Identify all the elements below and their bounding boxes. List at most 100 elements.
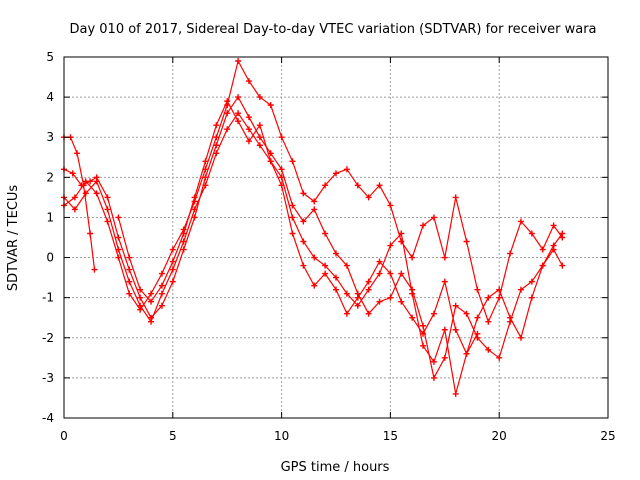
y-tick-label: 1 [46, 210, 54, 224]
chart-title: Day 010 of 2017, Sidereal Day-to-day VTE… [69, 22, 596, 37]
data-point [559, 234, 566, 241]
data-point [213, 122, 220, 129]
data-point [82, 190, 89, 197]
data-point [126, 290, 133, 297]
data-point [191, 194, 198, 201]
grid-lines [64, 57, 608, 418]
data-point [224, 110, 231, 117]
data-point [278, 182, 285, 189]
data-point [256, 122, 263, 129]
data-point [300, 190, 307, 197]
data-point [322, 230, 329, 237]
data-point [485, 346, 492, 353]
data-point [93, 190, 100, 197]
data-point [441, 326, 448, 333]
data-point [333, 274, 339, 281]
data-point [354, 182, 361, 189]
data-point [245, 114, 252, 121]
data-point [289, 214, 296, 221]
data-point [235, 58, 242, 65]
data-point [452, 194, 459, 201]
data-point [213, 142, 220, 149]
data-point [420, 322, 427, 329]
data-point [148, 290, 155, 297]
data-point [82, 178, 89, 185]
data-point [202, 158, 209, 165]
data-point [71, 206, 78, 213]
y-tick-label: 4 [46, 90, 54, 104]
x-axis-label: GPS time / hours [281, 460, 390, 475]
x-tick-label: 20 [492, 429, 507, 443]
series-3 [61, 110, 566, 397]
data-point [420, 222, 427, 229]
data-point [365, 194, 372, 201]
data-point [180, 238, 187, 245]
data-point [213, 150, 220, 157]
data-point [169, 266, 176, 273]
y-tick-label: -2 [42, 331, 54, 345]
data-point [474, 314, 481, 321]
data-point [485, 318, 492, 325]
data-point [158, 290, 165, 297]
data-point [365, 286, 372, 293]
data-point [343, 290, 350, 297]
data-point [158, 282, 165, 289]
data-point [441, 354, 448, 361]
data-point [559, 262, 566, 269]
y-tick-label: -3 [42, 371, 54, 385]
data-point [463, 238, 470, 245]
data-point [235, 94, 242, 101]
data-point [528, 294, 535, 301]
data-point [289, 202, 296, 209]
y-tick-label: 5 [46, 50, 54, 64]
data-point [202, 182, 209, 189]
data-point [387, 202, 394, 209]
data-point [180, 246, 187, 253]
data-point [517, 218, 524, 225]
data-point [169, 258, 176, 265]
data-point [365, 278, 372, 285]
data-point [322, 262, 329, 269]
data-point [115, 254, 122, 261]
data-point [539, 262, 546, 269]
data-point [126, 254, 133, 261]
data-point [430, 358, 437, 365]
data-point [387, 294, 394, 301]
data-point [245, 138, 252, 145]
data-point [376, 298, 383, 305]
data-point [158, 270, 165, 277]
data-point [322, 182, 329, 189]
data-point [104, 218, 111, 225]
data-point [517, 286, 524, 293]
y-tick-label: 0 [46, 251, 54, 265]
data-point [507, 250, 514, 257]
data-point [245, 78, 252, 85]
data-point [289, 230, 296, 237]
x-tick-label: 5 [169, 429, 177, 443]
y-tick-label: -1 [42, 291, 54, 305]
data-point [343, 166, 350, 173]
data-point [354, 294, 361, 301]
data-point [213, 134, 220, 141]
data-point [430, 310, 437, 317]
data-point [245, 126, 252, 133]
data-point [93, 178, 100, 185]
data-point [463, 350, 470, 357]
data-point [430, 214, 437, 221]
data-point [311, 282, 318, 289]
data-point [148, 298, 155, 305]
data-point [191, 214, 198, 221]
data-point [474, 330, 481, 337]
data-point [528, 278, 535, 285]
x-tick-label: 25 [600, 429, 615, 443]
data-point [267, 102, 274, 109]
data-point [365, 310, 372, 317]
data-point [137, 294, 144, 301]
data-point [311, 198, 318, 205]
data-point [420, 342, 427, 349]
data-point [354, 302, 361, 309]
data-point [333, 286, 339, 293]
data-point [278, 134, 285, 141]
data-point [311, 254, 318, 261]
